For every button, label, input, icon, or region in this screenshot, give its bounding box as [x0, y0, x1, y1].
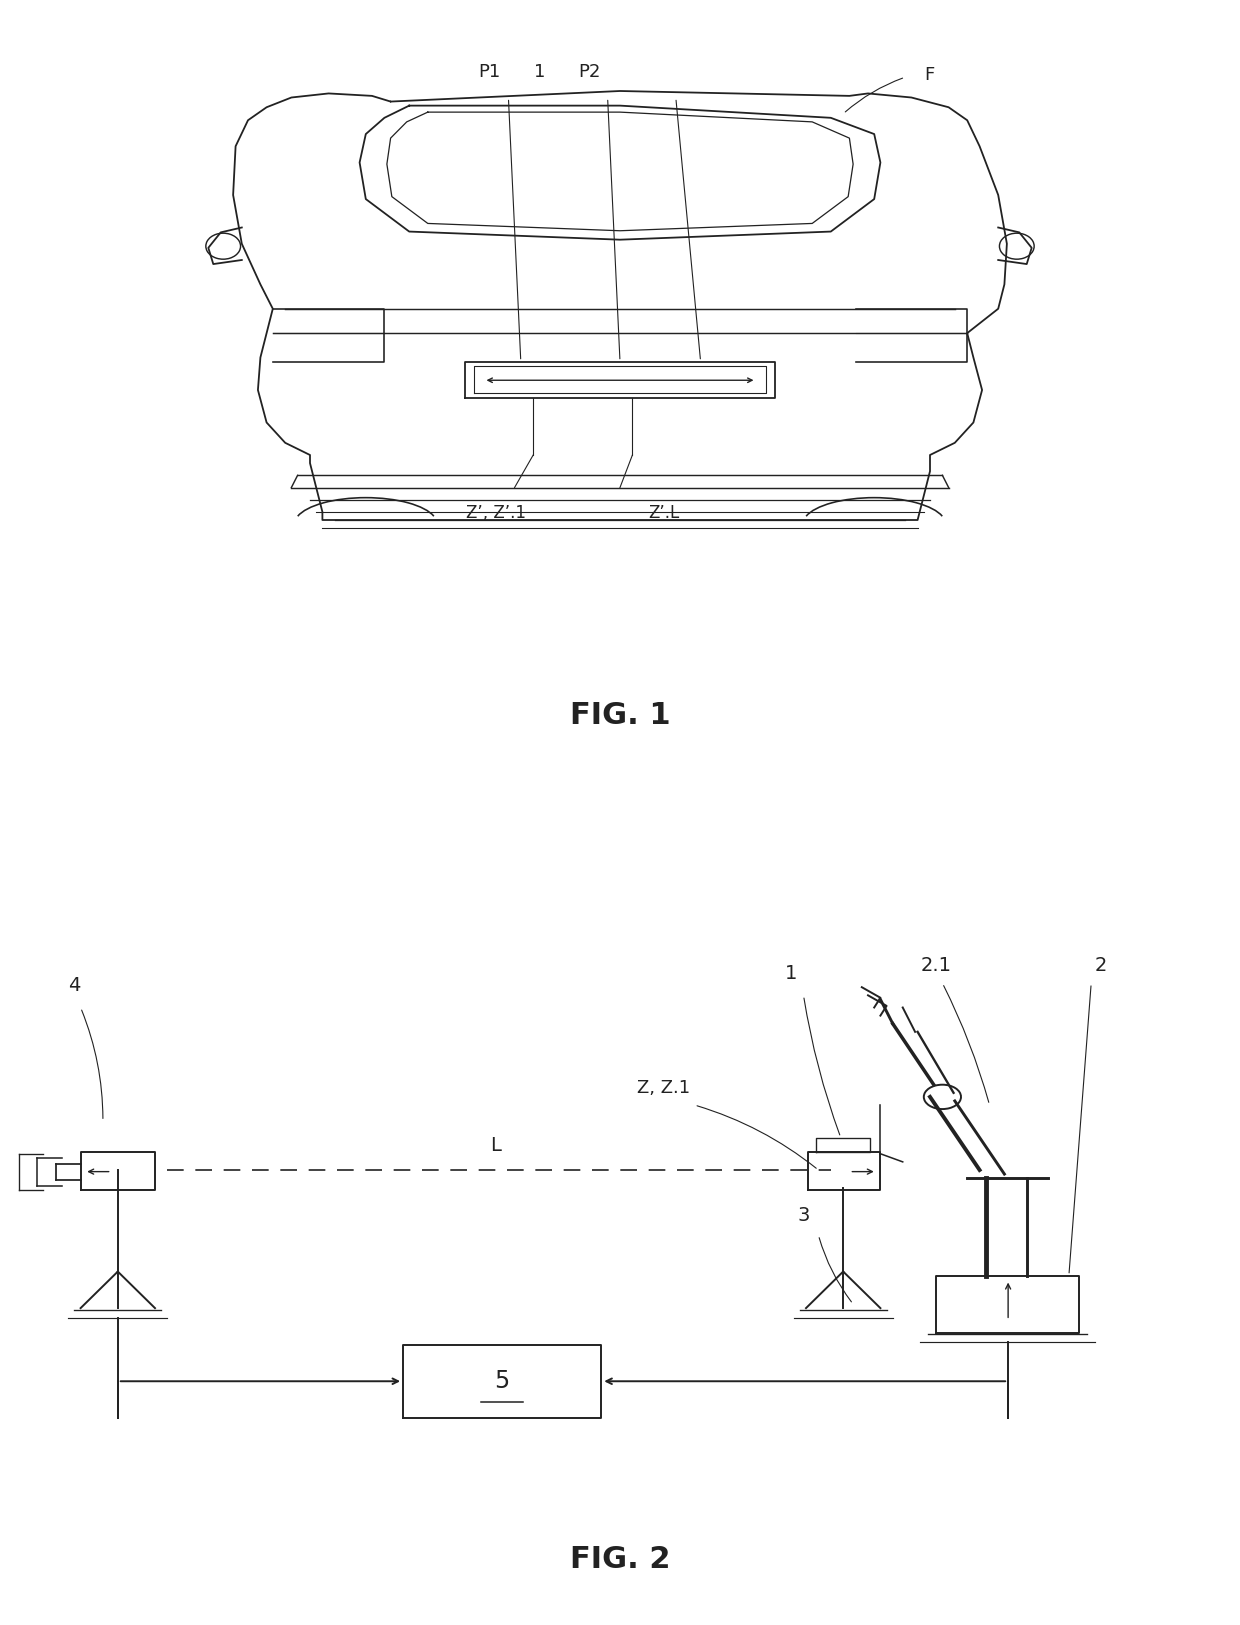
Text: FIG. 2: FIG. 2 [569, 1545, 671, 1575]
Text: 1: 1 [533, 63, 546, 81]
Text: P1: P1 [479, 63, 501, 81]
Text: 2.1: 2.1 [920, 956, 952, 975]
Text: F: F [924, 65, 934, 84]
Text: L: L [491, 1136, 501, 1155]
Text: Z’.L: Z’.L [647, 504, 680, 522]
Text: 2: 2 [1095, 956, 1107, 975]
Text: 5: 5 [495, 1370, 510, 1393]
Text: Z, Z.1: Z, Z.1 [637, 1079, 689, 1097]
Text: FIG. 1: FIG. 1 [569, 700, 671, 730]
Text: Z’, Z’.1: Z’, Z’.1 [466, 504, 526, 522]
Text: P2: P2 [578, 63, 600, 81]
Text: 3: 3 [797, 1206, 810, 1225]
Text: 4: 4 [68, 977, 81, 994]
Text: 1: 1 [785, 964, 797, 983]
